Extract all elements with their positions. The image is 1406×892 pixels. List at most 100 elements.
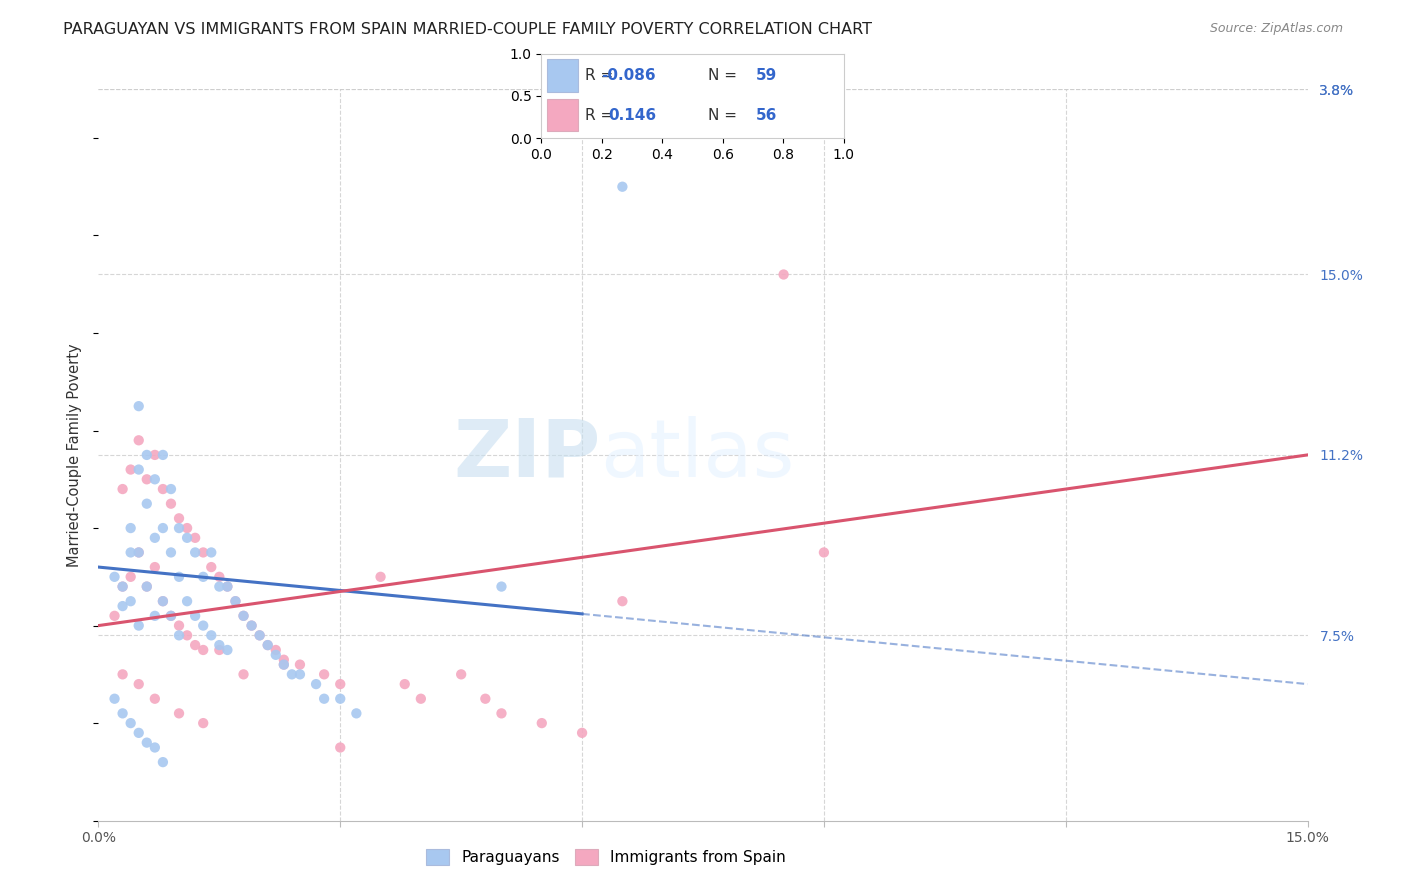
- Legend: Paraguayans, Immigrants from Spain: Paraguayans, Immigrants from Spain: [420, 843, 793, 871]
- Point: [273, 653, 295, 667]
- Point: [167, 706, 190, 721]
- Point: [111, 599, 134, 613]
- Point: [200, 628, 222, 642]
- Point: [344, 706, 367, 721]
- Point: [160, 497, 183, 511]
- Point: [128, 677, 150, 691]
- Point: [288, 657, 311, 672]
- Point: [394, 677, 416, 691]
- Point: [329, 691, 352, 706]
- Point: [143, 448, 166, 462]
- Point: [160, 608, 183, 623]
- Point: [120, 545, 142, 559]
- Point: [120, 716, 142, 731]
- Point: [143, 472, 166, 486]
- Point: [370, 570, 392, 584]
- Point: [208, 638, 231, 652]
- Point: [612, 594, 634, 608]
- Point: [128, 545, 150, 559]
- Bar: [547, 99, 578, 131]
- Point: [135, 580, 157, 594]
- Point: [314, 667, 336, 681]
- Point: [232, 608, 254, 623]
- Point: [167, 618, 190, 632]
- Point: [217, 580, 239, 594]
- Point: [143, 608, 166, 623]
- Point: [288, 667, 311, 681]
- Text: 0.146: 0.146: [607, 108, 657, 123]
- Bar: [547, 60, 578, 92]
- Point: [152, 594, 174, 608]
- Point: [152, 521, 174, 535]
- Point: [167, 628, 190, 642]
- Point: [160, 545, 183, 559]
- Point: [111, 482, 134, 496]
- Point: [264, 648, 287, 662]
- Point: [103, 570, 125, 584]
- Y-axis label: Married-Couple Family Poverty: Married-Couple Family Poverty: [67, 343, 83, 566]
- Point: [128, 434, 150, 448]
- Point: [111, 667, 134, 681]
- Point: [120, 462, 142, 476]
- Point: [193, 716, 215, 731]
- Point: [111, 706, 134, 721]
- Point: [450, 667, 472, 681]
- Text: Source: ZipAtlas.com: Source: ZipAtlas.com: [1209, 22, 1343, 36]
- Point: [160, 482, 183, 496]
- Point: [409, 691, 432, 706]
- Point: [273, 657, 295, 672]
- Point: [135, 472, 157, 486]
- Point: [249, 628, 271, 642]
- Point: [305, 677, 328, 691]
- Point: [217, 580, 239, 594]
- Point: [128, 726, 150, 740]
- Point: [193, 570, 215, 584]
- Point: [111, 580, 134, 594]
- Point: [530, 716, 553, 731]
- Point: [111, 580, 134, 594]
- Point: [329, 677, 352, 691]
- Text: 59: 59: [756, 68, 778, 83]
- Point: [314, 691, 336, 706]
- Point: [200, 560, 222, 574]
- Point: [193, 545, 215, 559]
- Point: [256, 638, 278, 652]
- Point: [329, 740, 352, 755]
- Point: [143, 740, 166, 755]
- Point: [193, 643, 215, 657]
- Point: [264, 643, 287, 657]
- Point: [256, 638, 278, 652]
- Text: N =: N =: [707, 68, 737, 83]
- Point: [176, 521, 198, 535]
- Point: [474, 691, 496, 706]
- Point: [217, 643, 239, 657]
- Point: [160, 608, 183, 623]
- Point: [135, 448, 157, 462]
- Text: R =: R =: [585, 108, 613, 123]
- Point: [224, 594, 246, 608]
- Point: [612, 179, 634, 194]
- Point: [240, 618, 263, 632]
- Point: [135, 580, 157, 594]
- Point: [571, 726, 593, 740]
- Point: [128, 462, 150, 476]
- Point: [249, 628, 271, 642]
- Text: 56: 56: [755, 108, 778, 123]
- Point: [772, 268, 794, 282]
- Point: [184, 531, 207, 545]
- Text: -0.086: -0.086: [602, 68, 657, 83]
- Point: [232, 667, 254, 681]
- Point: [152, 594, 174, 608]
- Point: [224, 594, 246, 608]
- Point: [208, 643, 231, 657]
- Point: [103, 608, 125, 623]
- Point: [240, 618, 263, 632]
- Point: [184, 608, 207, 623]
- Point: [184, 545, 207, 559]
- Point: [193, 618, 215, 632]
- Point: [120, 570, 142, 584]
- Point: [281, 667, 304, 681]
- Point: [152, 755, 174, 769]
- Point: [491, 580, 513, 594]
- Point: [176, 531, 198, 545]
